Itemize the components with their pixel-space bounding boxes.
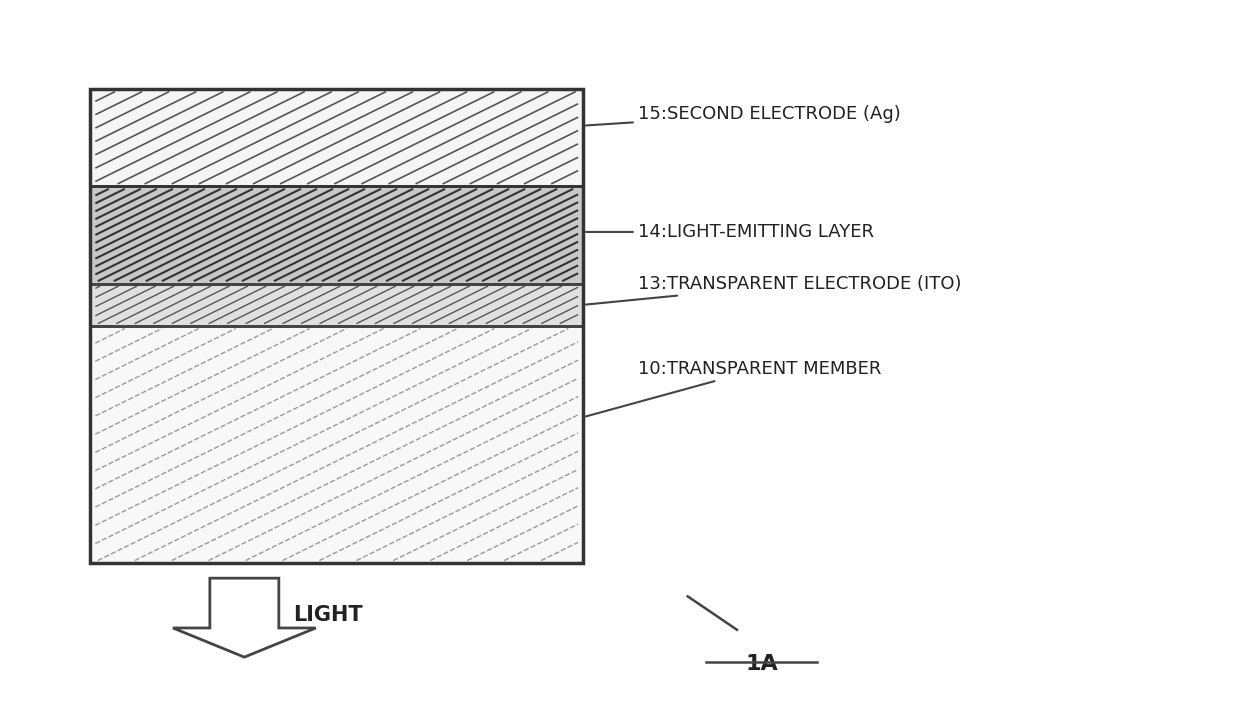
- Text: 1A: 1A: [745, 654, 777, 674]
- Text: 10:TRANSPARENT MEMBER: 10:TRANSPARENT MEMBER: [585, 360, 882, 416]
- Bar: [91, 283, 583, 326]
- Bar: [91, 89, 583, 186]
- Text: 13:TRANSPARENT ELECTRODE (ITO): 13:TRANSPARENT ELECTRODE (ITO): [585, 275, 962, 305]
- Text: LIGHT: LIGHT: [294, 605, 363, 625]
- Bar: [91, 89, 583, 186]
- Bar: [91, 186, 583, 283]
- Bar: [91, 283, 583, 326]
- Polygon shape: [172, 578, 316, 657]
- Text: 15:SECOND ELECTRODE (Ag): 15:SECOND ELECTRODE (Ag): [585, 104, 901, 126]
- Bar: [91, 326, 583, 563]
- Text: 14:LIGHT-EMITTING LAYER: 14:LIGHT-EMITTING LAYER: [585, 223, 874, 241]
- Bar: [91, 186, 583, 283]
- Bar: [91, 89, 583, 563]
- Bar: [91, 326, 583, 563]
